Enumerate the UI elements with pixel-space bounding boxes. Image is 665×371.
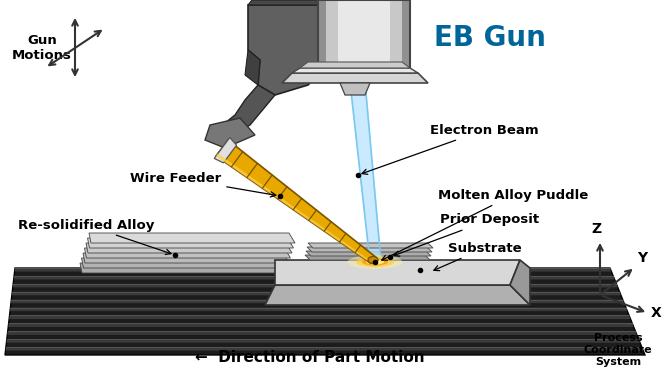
Text: Y: Y <box>637 251 647 265</box>
Polygon shape <box>84 248 291 258</box>
Polygon shape <box>14 276 614 279</box>
Polygon shape <box>350 82 381 262</box>
Text: X: X <box>650 306 662 320</box>
Ellipse shape <box>366 259 384 265</box>
Polygon shape <box>83 253 289 263</box>
Bar <box>338 0 390 75</box>
Polygon shape <box>205 118 255 148</box>
Bar <box>318 0 410 75</box>
Text: Process
Coordinate
System: Process Coordinate System <box>584 334 652 367</box>
Text: Molten Alloy Puddle: Molten Alloy Puddle <box>382 188 589 260</box>
Polygon shape <box>307 247 432 252</box>
Bar <box>318 0 326 75</box>
Text: Z: Z <box>591 222 601 236</box>
Polygon shape <box>12 292 621 295</box>
Text: Prior Deposit: Prior Deposit <box>394 213 539 256</box>
Bar <box>402 0 410 75</box>
Polygon shape <box>216 140 375 263</box>
Polygon shape <box>15 268 611 272</box>
Text: ←  Direction of Part Motion: ← Direction of Part Motion <box>196 351 425 365</box>
Polygon shape <box>510 260 530 305</box>
Polygon shape <box>248 0 322 5</box>
Text: Electron Beam: Electron Beam <box>362 124 539 174</box>
Polygon shape <box>88 238 293 248</box>
Text: Re-solidified Alloy: Re-solidified Alloy <box>18 219 171 255</box>
Ellipse shape <box>348 255 402 269</box>
Polygon shape <box>10 308 627 311</box>
Polygon shape <box>306 251 431 256</box>
Polygon shape <box>214 138 237 163</box>
Ellipse shape <box>362 259 388 266</box>
Text: Substrate: Substrate <box>434 242 521 270</box>
Bar <box>318 0 410 75</box>
Polygon shape <box>11 300 624 303</box>
Polygon shape <box>5 347 643 351</box>
Text: Wire Feeder: Wire Feeder <box>130 171 276 197</box>
Polygon shape <box>7 339 640 343</box>
Polygon shape <box>5 268 645 355</box>
Polygon shape <box>282 73 428 83</box>
Polygon shape <box>86 243 292 253</box>
Polygon shape <box>9 315 630 319</box>
Polygon shape <box>245 50 260 85</box>
Polygon shape <box>8 324 634 327</box>
Polygon shape <box>308 243 433 248</box>
Text: Gun
Motions: Gun Motions <box>12 34 72 62</box>
Polygon shape <box>13 284 618 288</box>
Polygon shape <box>300 62 410 68</box>
Polygon shape <box>80 263 286 273</box>
Polygon shape <box>340 83 370 95</box>
Polygon shape <box>82 258 287 268</box>
Polygon shape <box>305 255 430 260</box>
Polygon shape <box>216 154 372 263</box>
Polygon shape <box>89 233 295 243</box>
Polygon shape <box>248 5 318 95</box>
Ellipse shape <box>368 256 378 263</box>
Polygon shape <box>275 260 520 285</box>
Polygon shape <box>292 68 418 73</box>
Ellipse shape <box>356 257 394 267</box>
Polygon shape <box>318 3 322 75</box>
Polygon shape <box>7 331 637 335</box>
Text: EB Gun: EB Gun <box>434 24 546 52</box>
Polygon shape <box>265 285 530 305</box>
Ellipse shape <box>370 260 380 263</box>
Polygon shape <box>210 85 275 140</box>
